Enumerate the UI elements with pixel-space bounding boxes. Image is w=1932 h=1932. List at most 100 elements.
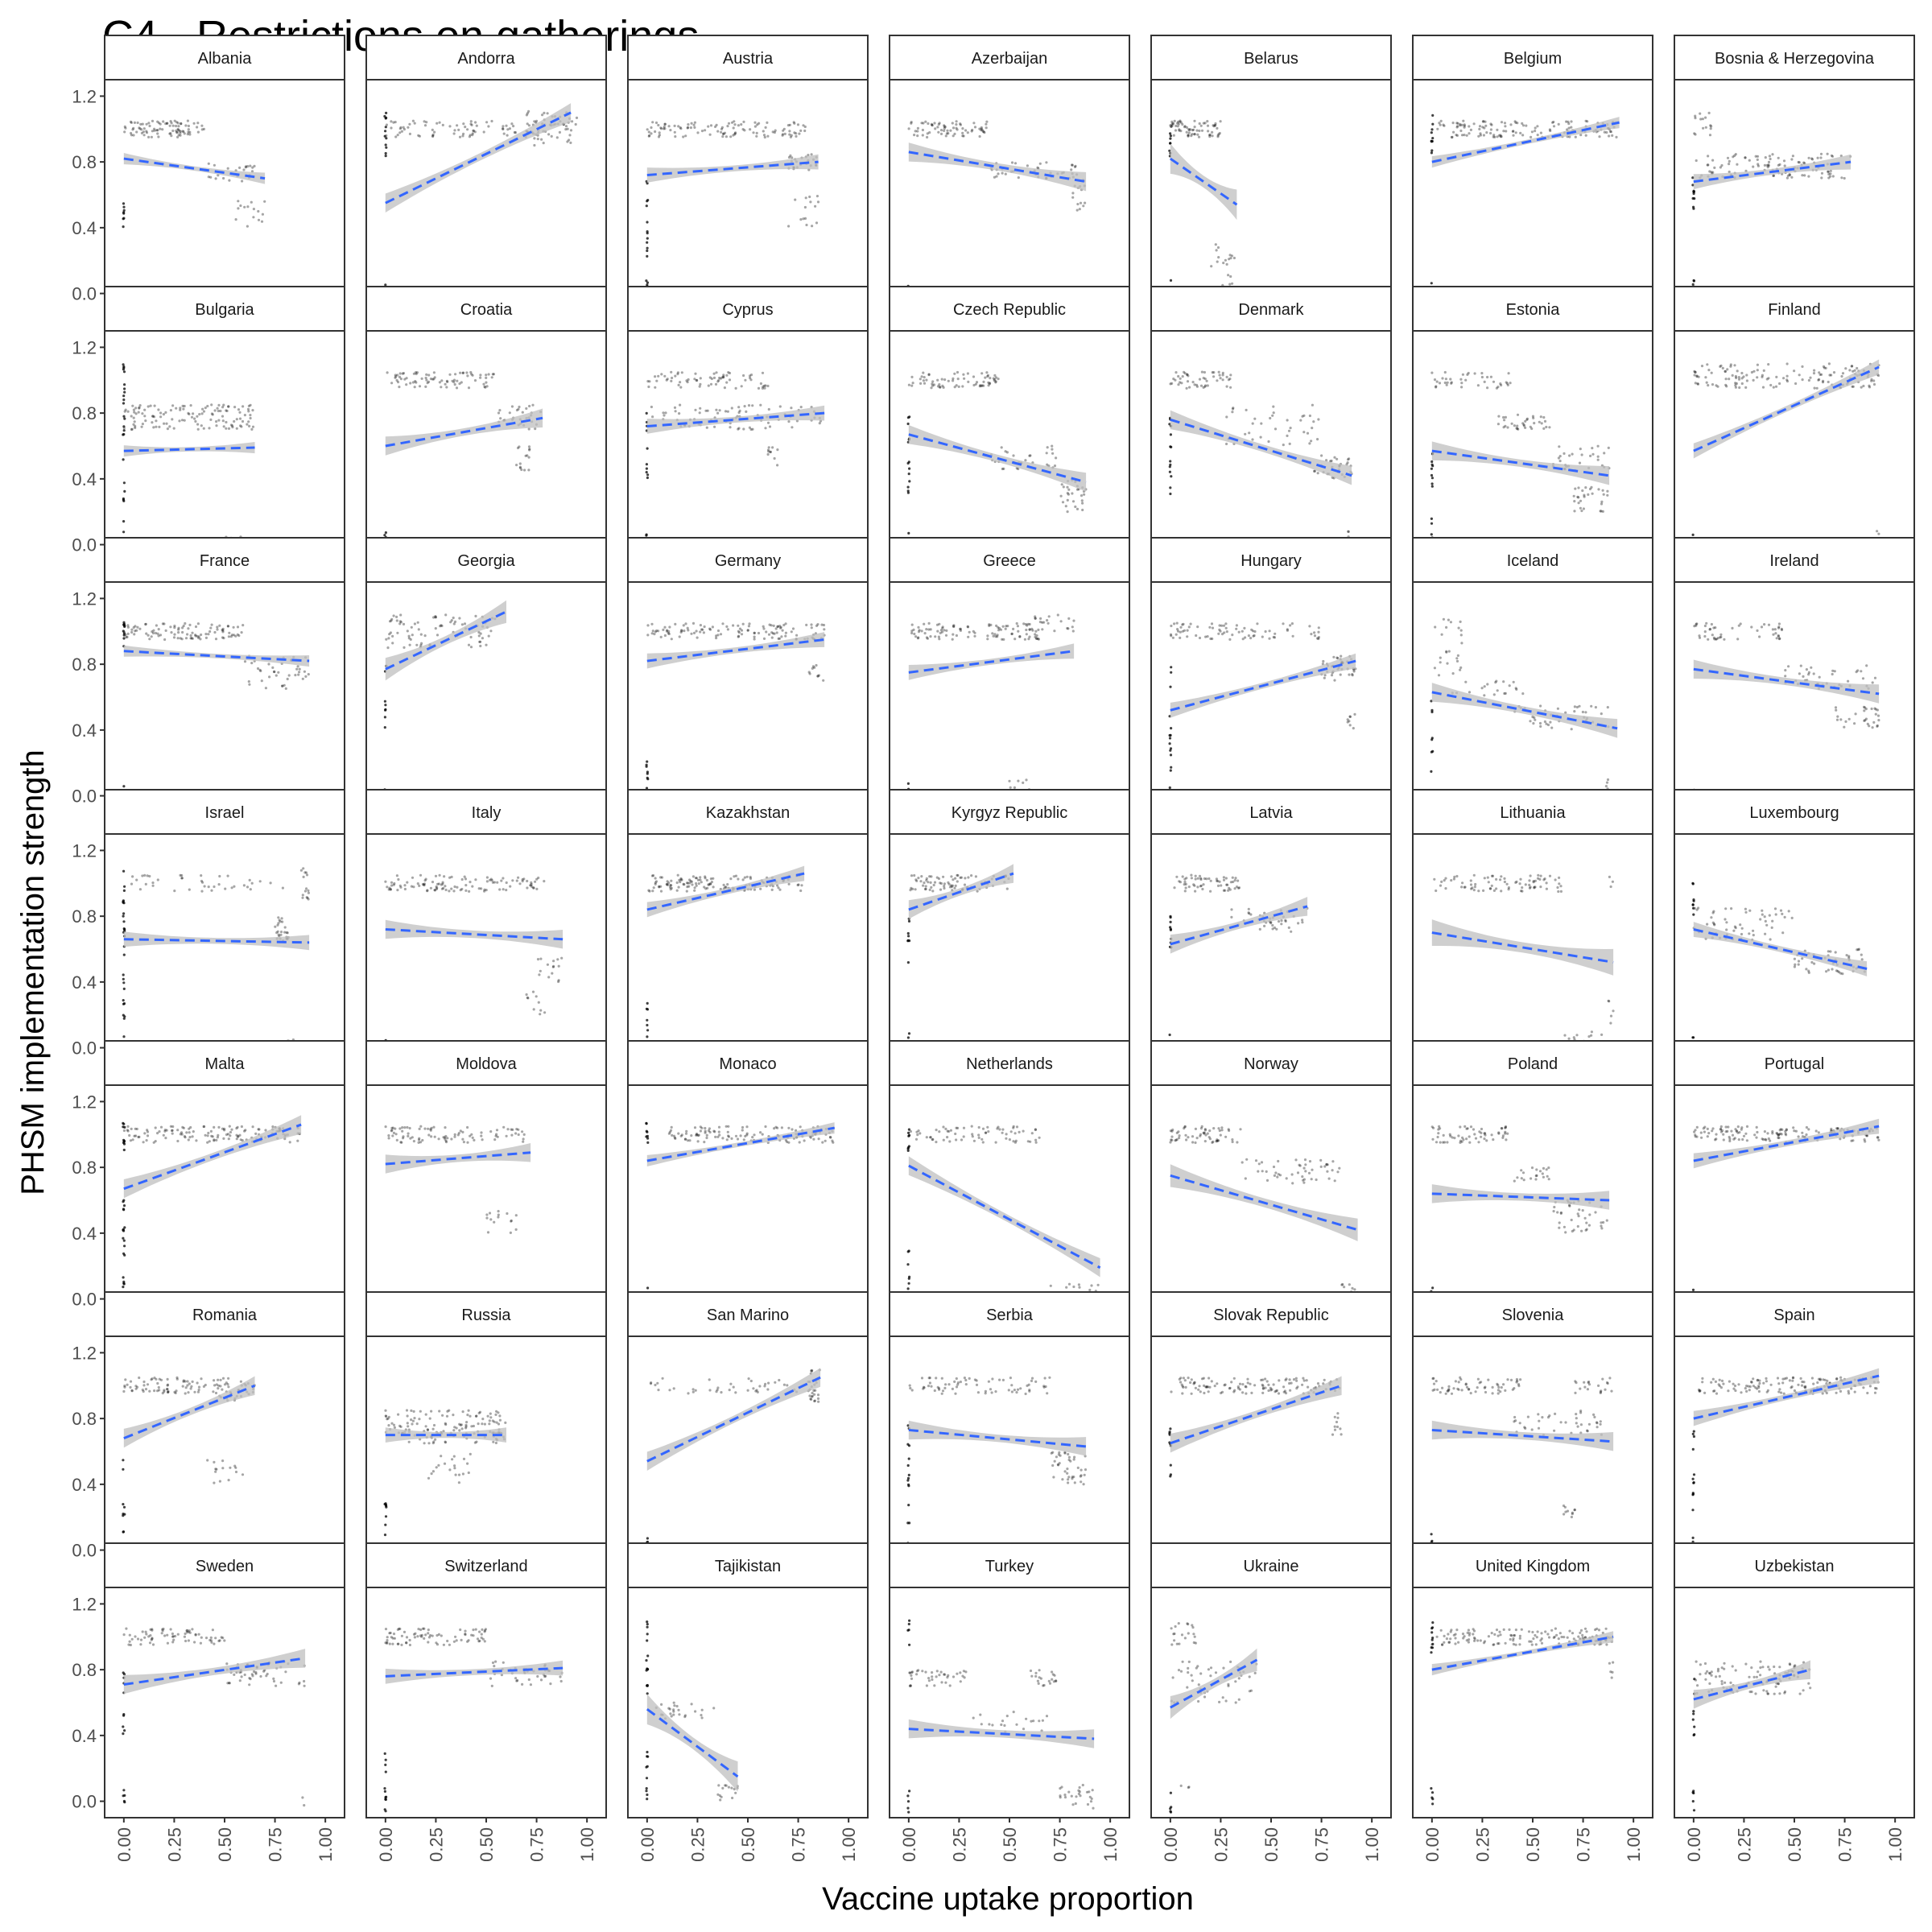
data-point [1460, 123, 1463, 126]
data-point [179, 130, 182, 133]
data-point [1818, 373, 1822, 376]
data-point [1807, 175, 1810, 178]
data-point [707, 883, 710, 886]
data-point [408, 643, 411, 646]
data-point [1611, 880, 1614, 883]
data-point [1438, 1125, 1441, 1128]
data-point [1559, 1211, 1563, 1214]
data-point [1719, 365, 1722, 368]
data-point [1451, 135, 1454, 138]
data-point [304, 675, 308, 679]
data-point [1224, 622, 1228, 625]
data-point [1211, 1141, 1214, 1144]
data-point [1169, 463, 1172, 467]
data-point [505, 881, 508, 885]
data-point [506, 134, 509, 137]
data-point [1171, 1128, 1174, 1132]
confidence-band [1170, 143, 1237, 221]
data-point [953, 886, 956, 890]
data-point [521, 411, 524, 414]
data-point [1002, 638, 1005, 642]
data-point [136, 625, 139, 629]
data-point [963, 377, 966, 380]
data-point [398, 375, 402, 378]
data-point [1499, 382, 1502, 386]
data-point [1224, 877, 1228, 880]
data-point [1697, 375, 1700, 378]
data-point [695, 630, 698, 633]
data-point [1742, 375, 1745, 378]
data-point [1178, 1134, 1181, 1137]
data-point [646, 241, 649, 244]
data-point [1692, 192, 1695, 196]
data-point [742, 374, 745, 378]
data-point [740, 385, 743, 388]
data-point [1535, 1168, 1538, 1171]
data-point [176, 122, 180, 125]
facet-strip [1150, 1040, 1392, 1086]
data-point [1603, 130, 1606, 134]
data-point [557, 980, 560, 984]
data-point [914, 1137, 919, 1141]
data-point [1545, 881, 1548, 885]
data-point [179, 637, 182, 640]
data-point [951, 884, 955, 887]
data-point [383, 534, 386, 537]
data-point [1514, 881, 1517, 884]
data-point [687, 881, 690, 885]
data-point [1303, 1158, 1307, 1162]
data-point [709, 124, 713, 127]
data-point [952, 134, 955, 138]
data-point [122, 1204, 126, 1208]
confidence-band [385, 103, 572, 213]
data-point [1801, 1131, 1804, 1134]
data-point [122, 1138, 126, 1141]
data-point [1467, 371, 1470, 375]
data-point [923, 376, 926, 379]
data-point [557, 964, 560, 968]
data-point [469, 370, 473, 374]
data-point [938, 122, 941, 125]
data-point [199, 638, 202, 641]
data-point [506, 1128, 510, 1131]
data-point [241, 1139, 244, 1142]
data-point [913, 873, 916, 877]
data-point [1066, 485, 1069, 489]
data-point [426, 889, 429, 892]
data-point [1430, 151, 1433, 155]
data-point [1712, 636, 1715, 640]
data-point [1514, 131, 1517, 134]
data-point [1346, 458, 1350, 461]
data-point [226, 1133, 230, 1136]
data-point [1010, 161, 1014, 164]
data-point [1504, 415, 1507, 419]
data-point [402, 646, 406, 650]
data-point [183, 404, 186, 408]
data-point [939, 881, 943, 886]
data-point [712, 372, 716, 375]
data-point [702, 631, 706, 634]
data-point [394, 1127, 397, 1130]
data-point [1844, 367, 1847, 370]
data-point [1172, 122, 1175, 126]
data-point [252, 208, 255, 211]
data-point [734, 1134, 738, 1137]
data-point [410, 625, 413, 629]
y-tick-label: 0.0 [72, 535, 97, 555]
data-point [246, 225, 249, 228]
data-point [1732, 155, 1735, 159]
data-point [1545, 425, 1548, 429]
data-point [1272, 405, 1275, 408]
data-point [122, 202, 126, 205]
data-point [679, 1134, 683, 1137]
data-point [396, 889, 399, 892]
data-point [1864, 708, 1868, 711]
data-point [953, 372, 956, 375]
data-point [917, 1129, 920, 1133]
data-point [1542, 415, 1546, 419]
data-point [732, 126, 735, 130]
data-point [722, 132, 725, 135]
data-point [1228, 1129, 1231, 1133]
data-point [952, 878, 955, 881]
data-point [383, 700, 386, 703]
